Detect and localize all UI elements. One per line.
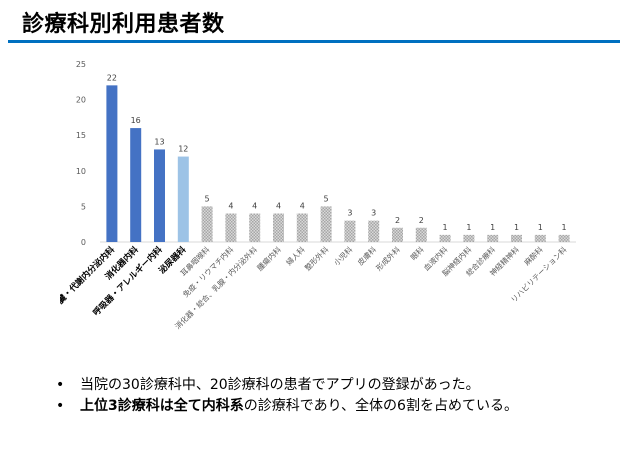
data-label: 13 [154, 137, 164, 146]
data-label: 1 [466, 223, 471, 232]
bar [225, 213, 237, 242]
category-label: 麻酔科 [522, 244, 545, 267]
bullet-text: 当院の30診療科中、20診療科の患者でアプリの登録があった。 [80, 377, 480, 393]
bar [392, 227, 403, 242]
y-tick-label: 25 [76, 60, 86, 69]
y-tick-label: 15 [76, 131, 86, 140]
category-label: 小児科 [331, 244, 354, 267]
data-label: 2 [419, 216, 424, 225]
bar [558, 234, 570, 242]
chart-canvas: 051015202522循環器・腎臓・代謝内分泌内科16消化器内科13呼吸器・ア… [60, 60, 576, 336]
bar [296, 213, 308, 242]
bar [154, 149, 165, 242]
category-label: 形成外科 [374, 244, 403, 273]
bullet-marker: • [56, 377, 65, 393]
category-label: 婦人科 [284, 244, 307, 267]
bar [368, 220, 380, 242]
data-label: 4 [276, 202, 281, 211]
y-tick-label: 0 [81, 238, 86, 247]
category-label: 腫瘍内科 [255, 244, 284, 273]
bar [130, 128, 142, 242]
data-label: 4 [228, 202, 233, 211]
data-label: 1 [562, 223, 567, 232]
bullet-item: • 当院の30診療科中、20診療科の患者でアプリの登録があった。 [50, 375, 610, 396]
data-label: 4 [252, 202, 257, 211]
chart-title [60, 50, 588, 60]
data-label: 3 [371, 209, 376, 218]
bar [273, 213, 284, 242]
bar [201, 206, 213, 242]
data-label: 2 [395, 216, 400, 225]
y-tick-label: 10 [76, 167, 86, 176]
bullet-item: • 上位3診療科は全て内科系の診療科であり、全体の6割を占めている。 [50, 396, 610, 417]
data-label: 3 [347, 209, 352, 218]
bar [177, 156, 189, 242]
bar [463, 234, 475, 242]
bar [249, 213, 261, 242]
y-tick-label: 20 [76, 96, 86, 105]
category-label: 皮膚科 [355, 244, 378, 267]
bar [439, 234, 451, 242]
bar [320, 206, 332, 242]
category-label: 整形外科 [302, 244, 331, 273]
data-label: 4 [300, 202, 305, 211]
bar [511, 234, 522, 242]
bullet-list: • 当院の30診療科中、20診療科の患者でアプリの登録があった。 • 上位3診療… [50, 375, 610, 417]
page-title: 診療科別利用患者数 [22, 12, 225, 37]
bar [106, 85, 118, 242]
category-label: 眼科 [408, 244, 426, 262]
title-underline [8, 40, 620, 43]
data-label: 1 [538, 223, 543, 232]
data-label: 5 [324, 194, 329, 203]
data-label: 12 [178, 145, 188, 154]
bullet-marker: • [56, 398, 65, 414]
bar [534, 234, 546, 242]
data-label: 16 [131, 116, 141, 125]
data-label: 1 [443, 223, 448, 232]
bullet-bold-text: 上位3診療科は全て内科系 [80, 398, 244, 414]
data-label: 5 [205, 194, 210, 203]
bullet-text: の診療科であり、全体の6割を占めている。 [243, 398, 518, 414]
category-label: 循環器・腎臓・代謝内分泌内科 [60, 244, 117, 336]
bar-chart: 0 5 10 15 20 25 22 循環器・腎臓・代謝内分泌内科 16 消化器内科 13 呼吸器・ア… [60, 50, 588, 370]
data-label: 1 [514, 223, 519, 232]
bar [415, 227, 427, 242]
y-tick-label: 5 [81, 202, 86, 211]
bar [344, 220, 356, 242]
data-label: 1 [490, 223, 495, 232]
data-label: 22 [107, 73, 117, 82]
bar [487, 234, 499, 242]
